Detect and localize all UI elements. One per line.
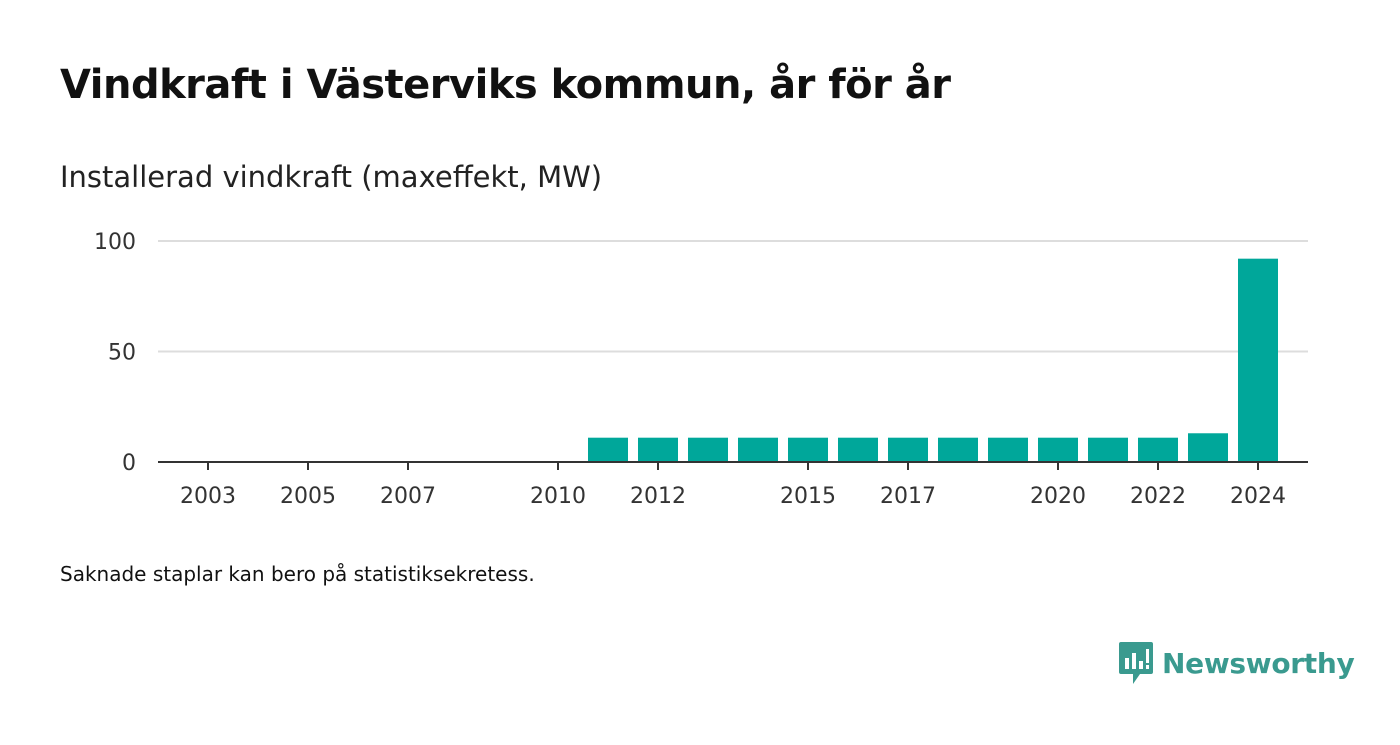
footnote: Saknade staplar kan bero på statistiksek… [60,562,535,586]
y-tick-label: 50 [108,341,136,366]
bar [888,437,928,462]
bar [1088,437,1128,462]
brand-name: Newsworthy [1162,646,1355,680]
y-axis-label: Installerad vindkraft (maxeffekt, MW) [60,160,603,194]
bars [588,258,1278,462]
y-tick-label: 0 [122,451,136,476]
bar [1038,437,1078,462]
y-tick-label: 100 [94,230,136,255]
bar [738,437,778,462]
bar [788,437,828,462]
x-tick-label: 2007 [380,484,436,509]
x-tick-label: 2012 [630,484,686,509]
x-tick-label: 2017 [880,484,936,509]
bar [1188,433,1228,462]
newsworthy-icon [1119,642,1153,684]
x-axis [158,461,1308,470]
x-tick-label: 2022 [1130,484,1186,509]
x-tick-label: 2024 [1230,484,1286,509]
bar [688,437,728,462]
bar [838,437,878,462]
bar [988,437,1028,462]
gridlines [158,240,1308,353]
bar [1138,437,1178,462]
tick-labels: 0 50 100 2003 2005 2007 2010 2012 2015 2017 2020 20… [94,230,1286,509]
x-tick-label: 2010 [530,484,586,509]
bar [1238,258,1278,462]
bar [938,437,978,462]
x-tick-label: 2005 [280,484,336,509]
bar [638,437,678,462]
x-tick-label: 2003 [180,484,236,509]
x-tick-label: 2015 [780,484,836,509]
x-tick-label: 2020 [1030,484,1086,509]
chart-title: Vindkraft i Västerviks kommun, år för år [60,62,951,108]
bar [588,437,628,462]
brand-logo: Newsworthy [1118,640,1355,686]
